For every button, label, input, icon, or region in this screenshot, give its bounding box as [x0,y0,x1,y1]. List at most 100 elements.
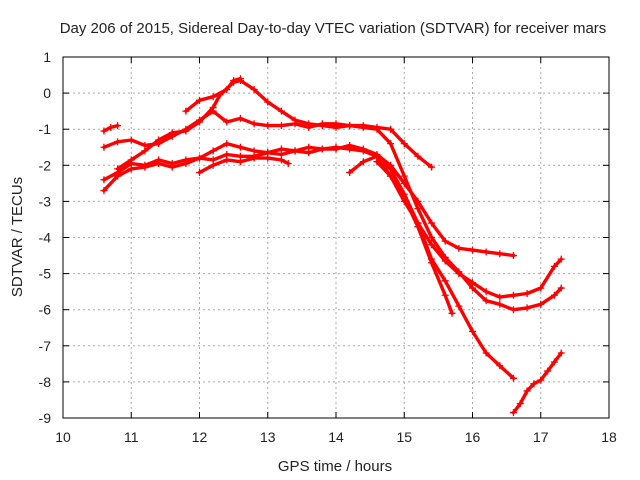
data-point [428,234,436,241]
x-tick-label: 18 [601,429,617,445]
data-point [428,219,436,227]
data-point [209,161,217,169]
data-point [182,159,190,167]
data-point [400,172,408,180]
data-point [100,187,108,195]
data-point [264,98,272,106]
data-point [509,409,517,417]
data-point [277,145,285,153]
data-point [544,367,552,375]
data-point [482,349,490,357]
data-point [455,268,463,276]
y-axis-label: SDTVAR / TECUs [9,177,26,297]
y-tick-label: -1 [39,121,52,137]
data-point [441,277,449,285]
data-point [373,125,381,133]
data-point [209,104,217,112]
data-point [496,362,504,370]
y-tick-label: -2 [39,157,52,173]
series-line [511,351,563,415]
data-point [455,302,463,310]
x-tick-label: 17 [533,429,549,445]
data-point [223,118,231,126]
data-point [509,291,517,299]
data-point [196,96,203,104]
data-point [209,93,217,101]
data-point [223,140,231,148]
data-point [469,246,476,254]
data-point [359,147,367,155]
x-axis-label: GPS time / hours [278,458,392,475]
series-track-f [182,75,244,115]
data-point [469,284,476,292]
data-point [441,237,449,245]
data-point [182,107,190,115]
data-point [537,376,545,384]
data-point [277,156,285,164]
data-point [530,380,538,388]
data-point [236,158,244,166]
data-point [291,116,299,124]
data-point [557,284,565,292]
data-point [114,138,122,146]
data-point [482,248,490,256]
series-track-e [114,76,565,314]
series-track-g [196,154,292,177]
x-tick-label: 12 [192,429,208,445]
data-point [100,176,108,184]
data-point [196,118,203,126]
data-point [305,143,313,151]
data-point [318,145,326,153]
data-point [441,291,449,299]
data-point [223,156,231,164]
data-point [277,122,285,130]
data-point [509,374,517,382]
series-track-i [373,158,456,317]
series-line [115,78,563,312]
data-point [168,163,176,171]
x-tick-label: 16 [465,429,481,445]
series-track-j [509,349,565,417]
data-point [414,223,422,231]
y-tick-label: -3 [39,193,52,209]
data-point [346,145,354,153]
x-tick-label: 13 [260,429,276,445]
data-point [557,255,565,263]
data-point [523,304,531,312]
data-point [455,244,463,252]
y-tick-label: -8 [39,374,52,390]
data-point [114,122,122,130]
data-point [155,159,163,167]
data-point [127,156,135,164]
data-point [277,107,285,115]
data-point [291,147,299,155]
data-point [441,253,449,261]
data-point [141,163,149,171]
data-point [264,122,272,130]
x-tick-label: 11 [124,429,139,445]
data-point [114,165,122,173]
data-point [496,250,504,258]
data-point [387,172,395,180]
data-point [182,127,190,135]
data-point [469,327,476,335]
data-point [387,140,395,148]
data-point [428,241,436,249]
data-point [168,129,176,137]
y-tick-label: -6 [39,302,52,318]
data-point [557,349,565,357]
data-point [550,291,558,299]
series-track-d [100,143,565,301]
data-point [250,120,258,128]
data-point [537,300,545,308]
grid-lines [63,57,609,418]
data-point [196,169,203,177]
data-point [305,120,313,128]
y-tick-label: -9 [39,410,52,426]
data-point [414,205,422,213]
data-point [114,172,122,180]
data-point [209,147,217,155]
data-series [100,75,565,417]
y-tick-label: 1 [43,49,51,65]
data-point [230,76,238,84]
